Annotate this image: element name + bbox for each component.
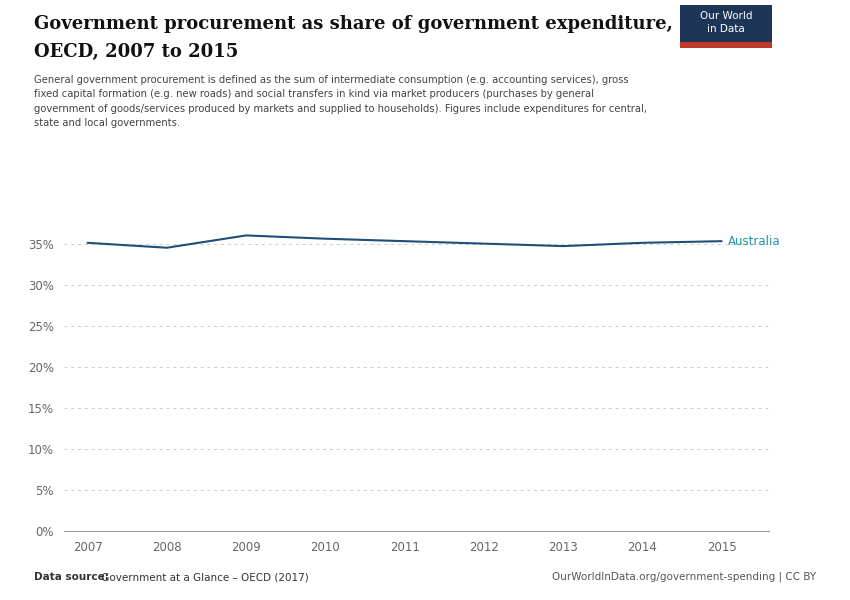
Text: Our World
in Data: Our World in Data [700, 11, 752, 34]
Text: Australia: Australia [728, 235, 780, 248]
Text: Data source:: Data source: [34, 572, 109, 582]
Text: OECD, 2007 to 2015: OECD, 2007 to 2015 [34, 43, 238, 61]
Text: Government procurement as share of government expenditure,: Government procurement as share of gover… [34, 15, 673, 33]
Text: Government at a Glance – OECD (2017): Government at a Glance – OECD (2017) [98, 572, 309, 582]
Text: General government procurement is defined as the sum of intermediate consumption: General government procurement is define… [34, 75, 647, 128]
Text: OurWorldInData.org/government-spending | CC BY: OurWorldInData.org/government-spending |… [552, 571, 816, 582]
